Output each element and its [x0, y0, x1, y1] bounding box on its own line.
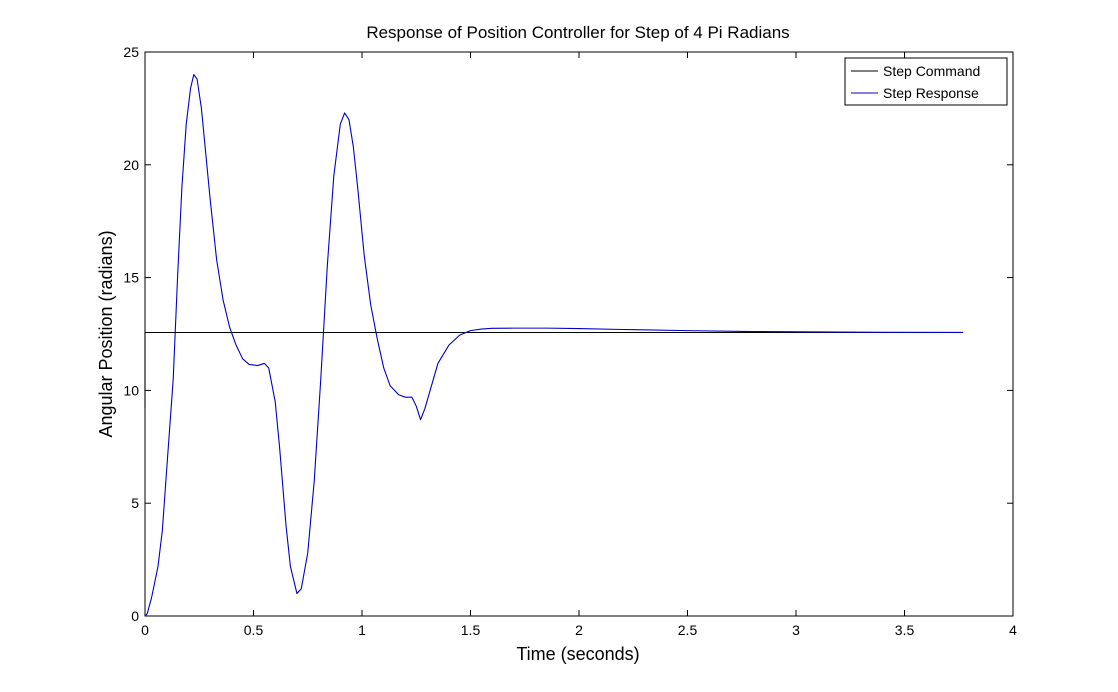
x-tick-label: 4 — [1009, 622, 1017, 638]
axis-tick-labels: 0 0.5 1 1.5 2 2.5 3 3.5 4 0 5 10 15 20 25 — [123, 44, 1017, 638]
legend-box — [844, 57, 1008, 106]
y-axis-label: Angular Position (radians) — [96, 230, 116, 437]
legend-label-step-response: Step Response — [883, 85, 979, 101]
x-tick-label: 0.5 — [244, 622, 264, 638]
x-axis-label: Time (seconds) — [516, 644, 639, 664]
chart-title: Response of Position Controller for Step… — [366, 23, 789, 42]
x-tick-label: 3 — [792, 622, 800, 638]
legend-label-step-command: Step Command — [883, 63, 980, 79]
x-tick-label: 0 — [141, 622, 149, 638]
x-tick-label: 2 — [575, 622, 583, 638]
x-tick-label: 3.5 — [895, 622, 915, 638]
x-tick-label: 1.5 — [461, 622, 481, 638]
axis-ticks — [144, 51, 1014, 617]
series-line-step-response — [144, 74, 964, 617]
y-tick-label: 5 — [131, 495, 139, 511]
y-tick-label: 25 — [123, 44, 139, 60]
x-tick-label: 1 — [358, 622, 366, 638]
y-tick-label: 0 — [131, 608, 139, 624]
y-tick-label: 15 — [123, 270, 139, 286]
y-tick-label: 10 — [123, 382, 139, 398]
series-line-step-command — [144, 331, 964, 409]
legend: Step Command Step Response — [844, 57, 1008, 106]
x-tick-label: 2.5 — [678, 622, 698, 638]
series-layer — [144, 74, 964, 617]
plot-area — [144, 51, 1014, 617]
y-tick-label: 20 — [123, 157, 139, 173]
